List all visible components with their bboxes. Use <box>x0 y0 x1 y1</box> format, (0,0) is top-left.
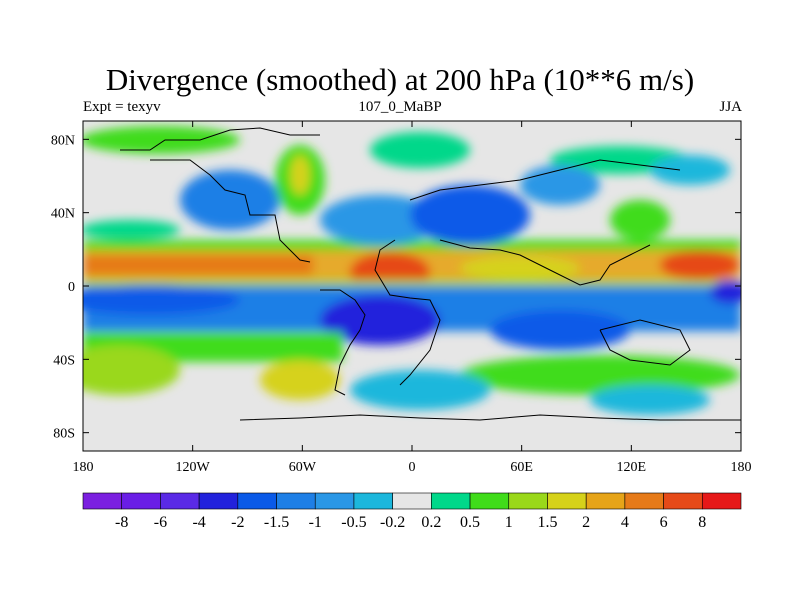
colorbar-label: -4 <box>192 514 205 531</box>
colorbar-swatch <box>160 492 200 510</box>
y-tick-label: 40N <box>51 207 75 222</box>
period-label: 107_0_MaBP <box>358 99 442 115</box>
colorbar-swatch <box>353 492 393 510</box>
season-label: JJA <box>719 99 742 115</box>
x-tick-label: 60W <box>289 460 317 475</box>
colorbar-label: -8 <box>115 514 128 531</box>
y-tick-label: 80N <box>51 133 75 148</box>
x-tick-label: 180 <box>731 460 752 475</box>
colorbar-label: -6 <box>154 514 167 531</box>
colorbar-swatch <box>469 492 510 510</box>
colorbar-label: 4 <box>621 514 629 531</box>
colorbar-label: 8 <box>698 514 706 531</box>
x-tick-label: 0 <box>409 460 416 475</box>
colorbar-label: 1.5 <box>537 514 557 531</box>
coastlines <box>120 127 741 421</box>
colorbar: -8 -6 -4 -2 -1.5 -1 -0.5 -0.2 0.2 0.5 1 1.5 2 4 6 8 <box>82 492 742 531</box>
colorbar-swatch <box>198 492 239 510</box>
colorbar-label: 0.2 <box>421 514 441 531</box>
colorbar-swatch <box>314 492 355 510</box>
colorbar-swatch <box>663 492 703 510</box>
colorbar-swatch <box>431 492 471 510</box>
colorbar-label: 2 <box>582 514 590 531</box>
colorbar-swatch <box>392 492 432 510</box>
colorbar-swatch <box>585 492 626 510</box>
colorbar-label: -1 <box>309 514 322 531</box>
y-tick-label: 80S <box>53 427 75 442</box>
colorbar-swatch <box>701 492 742 510</box>
y-tick-label: 40S <box>53 353 75 368</box>
colorbar-label: 1 <box>505 514 513 531</box>
colorbar-label: 6 <box>660 514 668 531</box>
x-tick-label: 180 <box>73 460 94 475</box>
colorbar-swatch <box>237 492 277 510</box>
axis-ticks: 180 120W 60W 0 60E 120E 180 80N 40N 0 40S 80S <box>51 121 752 475</box>
colorbar-swatch <box>508 492 548 510</box>
colorbar-swatch <box>547 492 587 510</box>
colorbar-label: 0.5 <box>460 514 480 531</box>
x-tick-label: 60E <box>510 460 533 475</box>
colorbar-label: -0.2 <box>380 514 405 531</box>
colorbar-label: -0.5 <box>341 514 366 531</box>
plot-title: Divergence (smoothed) at 200 hPa (10**6 … <box>105 62 695 97</box>
x-tick-label: 120W <box>176 460 211 475</box>
divergence-field <box>83 121 741 451</box>
experiment-label: Expt = texyv <box>83 99 161 115</box>
colorbar-label: -1.5 <box>264 514 289 531</box>
colorbar-swatch <box>624 492 664 510</box>
colorbar-swatch <box>82 492 123 510</box>
colorbar-label: -2 <box>231 514 244 531</box>
colorbar-swatch <box>276 492 316 510</box>
x-tick-label: 120E <box>617 460 647 475</box>
y-tick-label: 0 <box>68 280 75 295</box>
colorbar-swatch <box>121 492 161 510</box>
